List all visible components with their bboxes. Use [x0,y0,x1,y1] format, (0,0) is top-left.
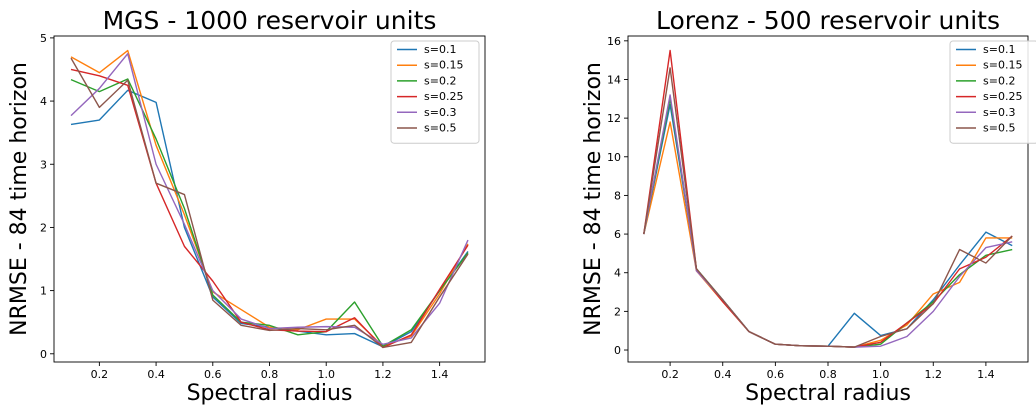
chart-1-legend-label-1: s=0.1 [424,43,456,56]
chart-1-y-tick-label: 5 [40,32,47,45]
chart-1-x-tick-label: 1.4 [431,368,449,381]
chart-2-x-axis-label: Spectral radius [745,381,911,406]
chart-2-y-tick-label: 6 [614,228,621,241]
chart-2-legend-label-1: s=0.1 [983,43,1015,56]
chart-2-y-tick-label: 14 [607,73,621,86]
chart-1-series-line-6 [70,57,469,349]
chart-1: MGS - 1000 reservoir units 0.2 0.4 0.6 0.8 1.… [7,6,486,406]
chart-2-y-tick-label: 16 [607,35,621,48]
chart-2-x-tick-label: 0.2 [661,368,679,381]
chart-1-x-tick-label: 1.0 [317,368,335,381]
chart-2-series-line-6 [643,67,1013,348]
chart-1-legend-label-4: s=0.25 [424,90,463,103]
chart-1-legend-label-5: s=0.3 [424,106,456,119]
chart-1-legend-label-2: s=0.15 [424,59,463,72]
chart-2-legend-label-5: s=0.3 [983,106,1015,119]
chart-2-y-tick-label: 4 [614,267,621,280]
chart-2-y-axis-label: NRMSE - 84 time horizon [581,62,606,336]
chart-1-x-tick-label: 0.6 [204,368,222,381]
chart-2-x-tick-label: 0.6 [767,368,785,381]
chart-2-x-tick-label: 0.8 [819,368,837,381]
chart-1-series-line-3 [70,78,469,347]
chart-2-y-tick-label: 10 [607,151,621,164]
chart-1-x-tick-label: 0.4 [147,368,165,381]
chart-1-legend-label-3: s=0.2 [424,74,456,87]
chart-1-y-tick-label: 1 [40,285,47,298]
chart-2-x-tick-label: 0.4 [714,368,732,381]
chart-2-x-tick-label: 1.4 [977,368,995,381]
chart-2-y-tick-label: 8 [614,189,621,202]
chart-1-y-tick-label: 0 [40,348,47,361]
chart-1-y-axis-label: NRMSE - 84 time horizon [7,62,32,336]
chart-2: Lorenz - 500 reservoir units 0.2 0.4 0.6 0.8… [581,6,1036,406]
chart-2-legend-label-2: s=0.15 [983,59,1022,72]
chart-2-legend-label-6: s=0.5 [983,122,1015,135]
chart-1-y-tick-label: 2 [40,221,47,234]
chart-1-y-tick-label: 3 [40,158,47,171]
chart-2-legend-label-4: s=0.25 [983,90,1022,103]
chart-1-legend-label-6: s=0.5 [424,122,456,135]
chart-2-legend-label-3: s=0.2 [983,74,1015,87]
chart-2-title: Lorenz - 500 reservoir units [656,6,1000,35]
chart-1-title: MGS - 1000 reservoir units [103,6,437,35]
chart-2-y-tick-label: 0 [614,344,621,357]
chart-2-y-tick-label: 2 [614,305,621,318]
plots-layer: MGS - 1000 reservoir units 0.2 0.4 0.6 0.8 1.… [7,6,1036,406]
chart-2-x-tick-label: 1.2 [925,368,943,381]
chart-1-x-axis-label: Spectral radius [187,381,353,406]
chart-2-y-tick-label: 12 [607,112,621,125]
chart-1-series-line-5 [70,52,469,346]
chart-1-y-tick-label: 4 [40,95,47,108]
chart-1-legend-box [390,40,480,144]
chart-1-x-tick-label: 0.2 [91,368,109,381]
chart-1-x-tick-label: 1.2 [374,368,392,381]
chart-1-x-tick-label: 0.8 [261,368,279,381]
chart-2-legend-box [949,40,1036,144]
chart-2-x-tick-label: 1.0 [872,368,890,381]
